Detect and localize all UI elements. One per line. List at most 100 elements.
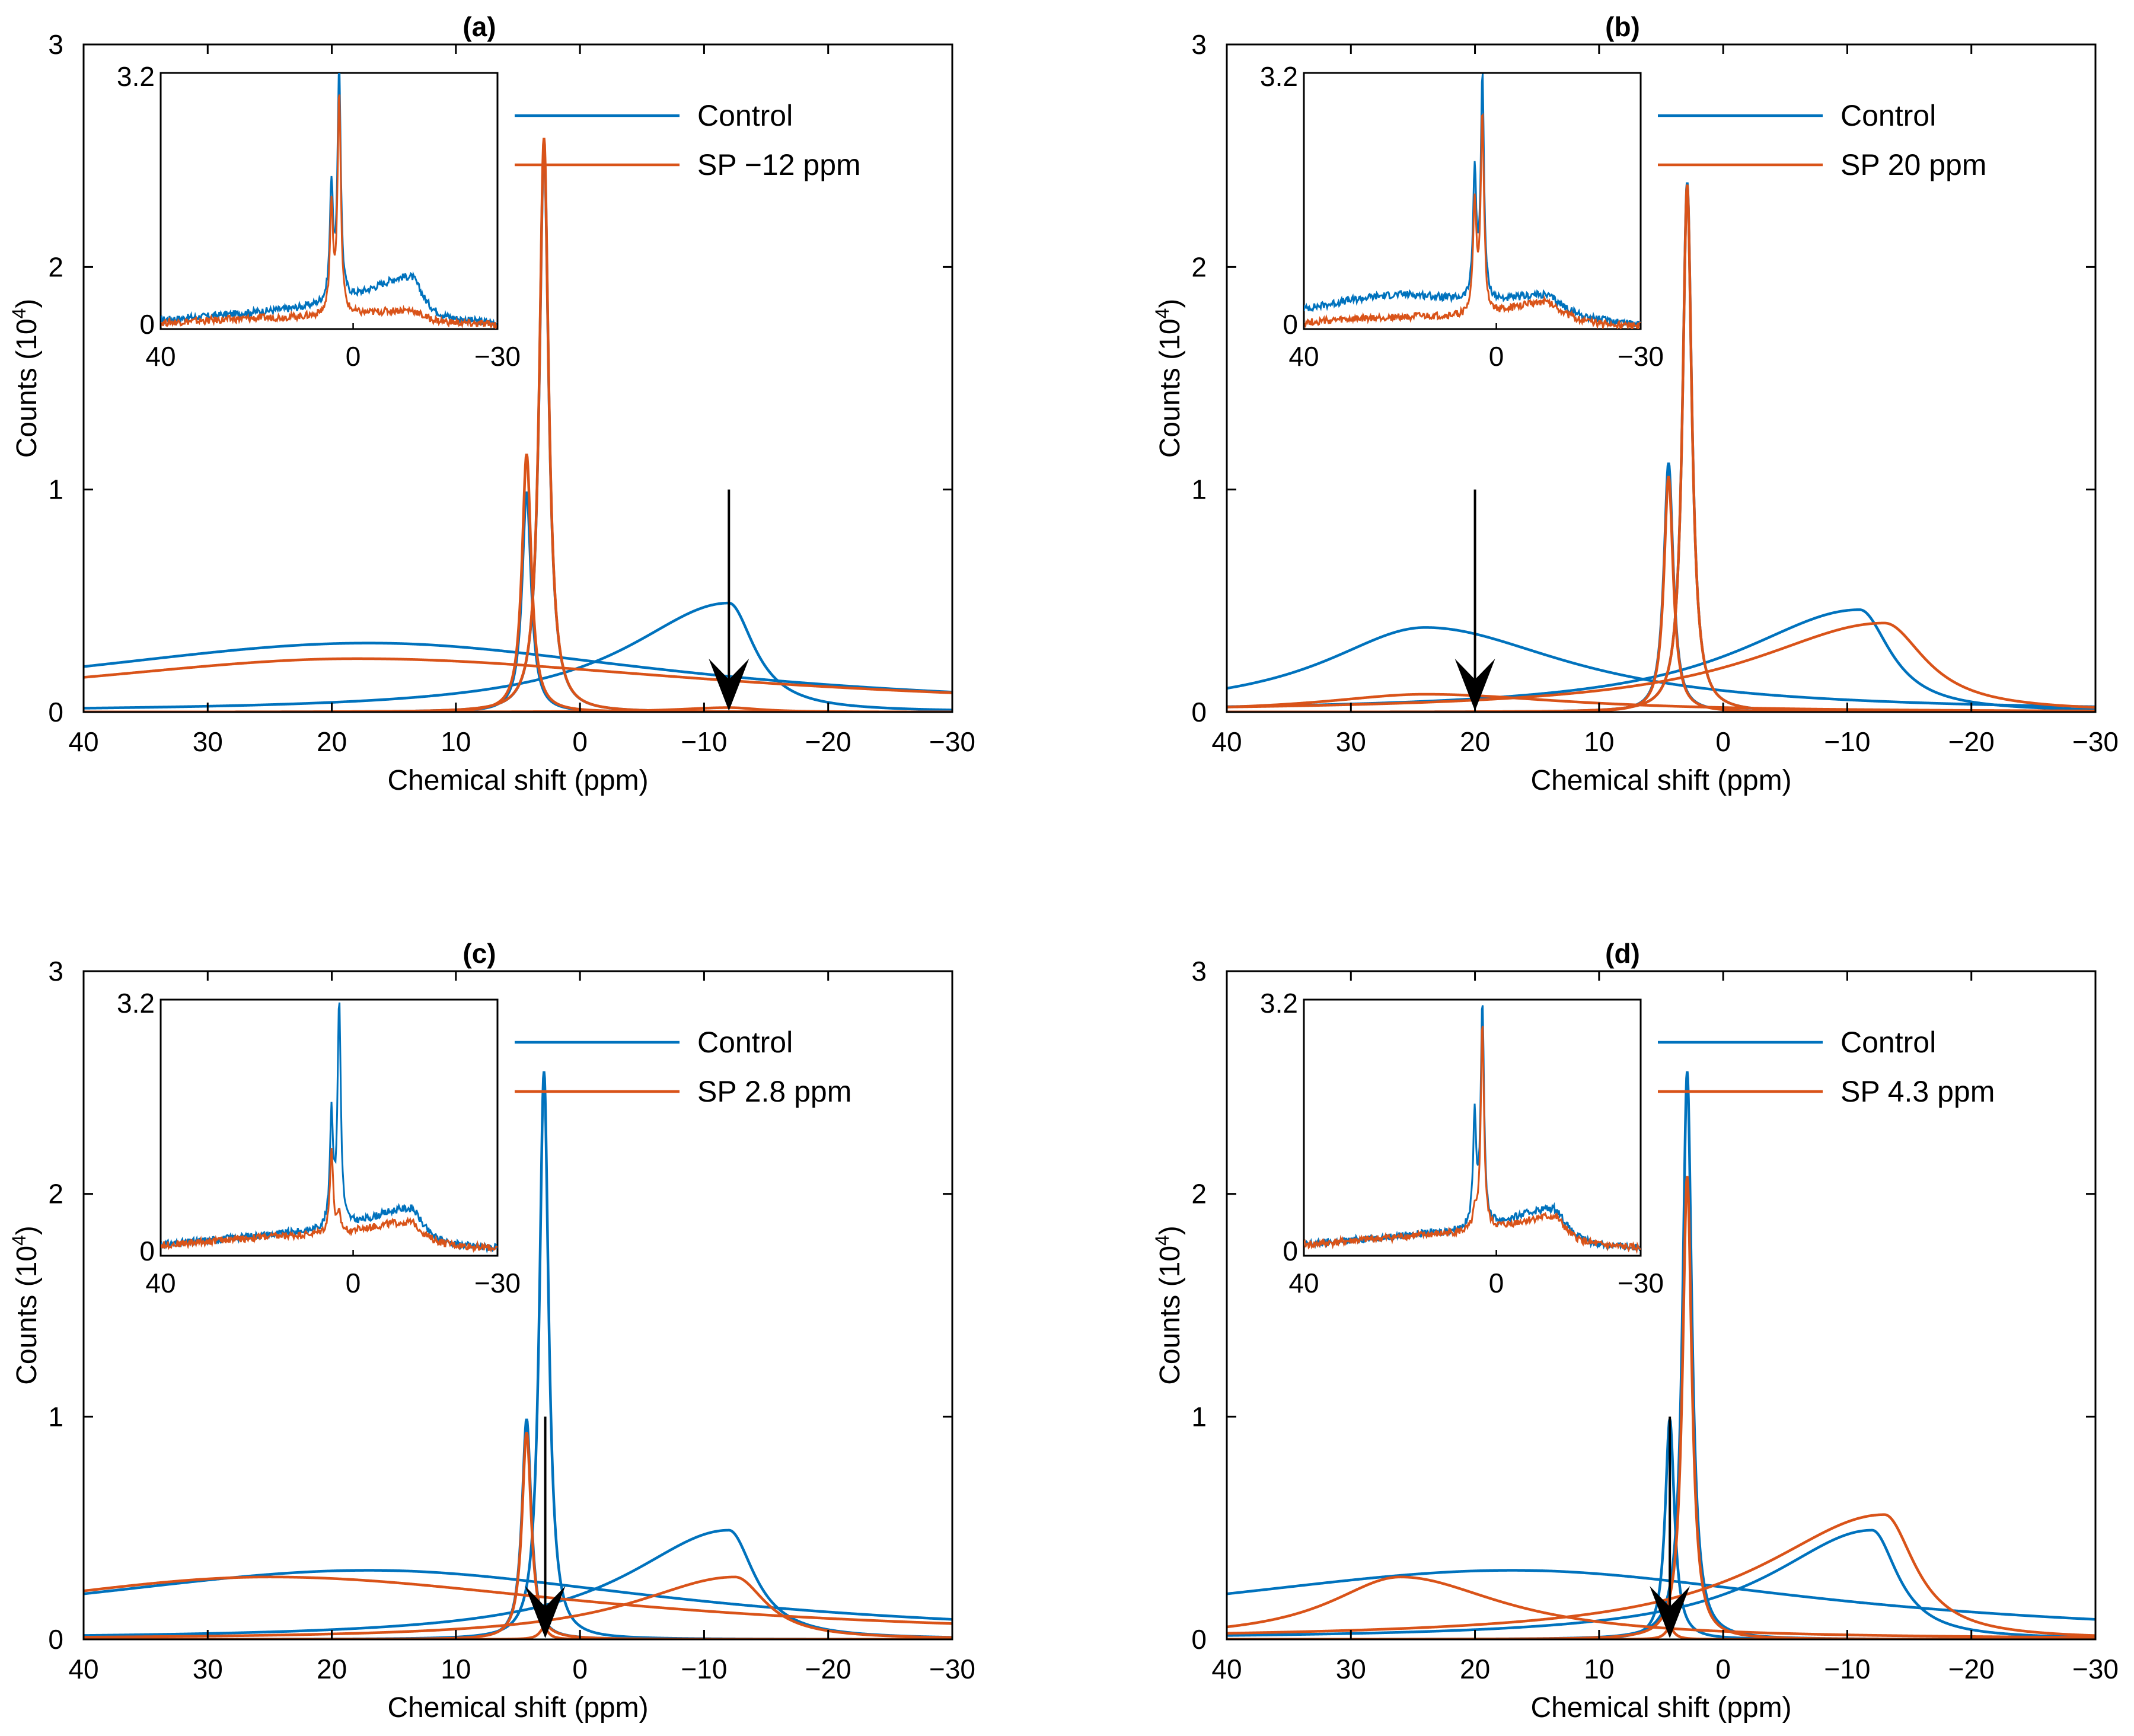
saturation-arrow — [525, 1416, 566, 1638]
sp-series-line-3 — [84, 454, 952, 712]
x-tick-label: 0 — [1715, 726, 1731, 757]
y-tick-label: 2 — [1191, 251, 1207, 282]
legend-label-1: Control — [1840, 1026, 1936, 1059]
x-tick-label: −20 — [805, 1654, 851, 1684]
y-axis-label-text: Counts (10 — [11, 318, 43, 458]
x-tick-label: 10 — [1584, 726, 1614, 757]
inset-sp-line — [161, 94, 497, 329]
y-tick-label: 0 — [1191, 1624, 1207, 1655]
y-axis-label-end: ) — [11, 1226, 43, 1235]
x-axis-label: Chemical shift (ppm) — [387, 1692, 648, 1724]
inset-curves — [161, 73, 497, 329]
x-tick-label: −20 — [805, 726, 851, 757]
inset-x-tick-label: −30 — [1618, 341, 1664, 372]
legend: Control SP 2.8 ppm — [515, 1026, 851, 1108]
x-tick-label: 40 — [68, 1654, 98, 1684]
y-axis-label-end: ) — [11, 299, 43, 308]
x-tick-label: 40 — [1211, 726, 1242, 757]
inset-curves — [1304, 1005, 1641, 1255]
legend: Control SP 20 ppm — [1658, 99, 1986, 181]
inset-sp-line — [1304, 1026, 1641, 1255]
y-tick-label: 1 — [48, 1401, 63, 1432]
inset-frame — [160, 72, 499, 330]
sp-series-line-2 — [1227, 621, 2095, 709]
sp-series-line-3 — [1227, 476, 2095, 712]
inset-curves — [161, 1002, 497, 1254]
sp-series-line-1 — [84, 657, 952, 694]
inset-y-tick-label: 0 — [1283, 309, 1298, 340]
y-tick-label: 3 — [48, 956, 63, 987]
y-axis-label-exponent: 4 — [8, 1235, 30, 1246]
y-axis-label-text: Counts (10 — [1154, 1246, 1186, 1385]
inset-frame — [1303, 72, 1642, 330]
x-tick-label: 30 — [193, 1654, 223, 1684]
saturation-arrow — [1650, 1416, 1690, 1638]
x-tick-label: −10 — [681, 1654, 727, 1684]
panel-title: (a) — [462, 11, 496, 42]
x-tick-label: 20 — [1460, 1654, 1490, 1684]
inset-y-tick-label: 0 — [1283, 1236, 1298, 1266]
inset-x-tick-label: −30 — [474, 341, 521, 372]
x-tick-label: −20 — [1948, 1654, 1995, 1684]
arrow-head — [1454, 659, 1495, 711]
sp-series-line-1 — [1227, 1575, 2095, 1639]
y-axis-label-exponent: 4 — [8, 308, 30, 319]
inset-y-tick-label: 3.2 — [117, 61, 155, 92]
y-axis-label: Counts (104) — [8, 299, 43, 458]
legend-label-2: SP −12 ppm — [697, 148, 861, 181]
inset-x-tick-label: 40 — [1288, 341, 1319, 372]
legend-label-2: SP 20 ppm — [1840, 148, 1986, 181]
y-axis-label-end: ) — [1154, 1226, 1186, 1235]
inset-y-tick-label: 0 — [139, 1236, 155, 1266]
legend: Control SP 4.3 ppm — [1658, 1026, 1995, 1108]
legend: Control SP −12 ppm — [515, 99, 861, 181]
legend-label-1: Control — [697, 1026, 793, 1059]
arrow-head — [709, 659, 749, 711]
y-tick-label: 0 — [48, 1624, 63, 1655]
inset-x-tick-label: −30 — [1618, 1268, 1664, 1298]
x-axis-label: Chemical shift (ppm) — [1530, 765, 1791, 796]
panel-title: (d) — [1605, 938, 1640, 969]
inset-x-tick-label: 40 — [145, 1268, 176, 1298]
y-tick-label: 2 — [48, 251, 63, 282]
x-tick-label: 0 — [1715, 1654, 1731, 1684]
y-axis-label-exponent: 4 — [1151, 1235, 1173, 1246]
x-tick-label: 20 — [317, 1654, 347, 1684]
inset-frame — [160, 998, 499, 1257]
inset-x-tick-label: 0 — [346, 341, 361, 372]
y-tick-label: 1 — [48, 474, 63, 505]
inset-x-tick-label: 40 — [145, 341, 176, 372]
axes-frame — [82, 970, 953, 1641]
sp-series-line-3 — [84, 1432, 952, 1639]
y-tick-label: 3 — [1191, 29, 1207, 60]
control-series-line-3 — [84, 491, 952, 712]
inset-x-tick-label: 0 — [346, 1268, 361, 1298]
x-tick-label: 30 — [1336, 726, 1366, 757]
inset-y-tick-label: 3.2 — [1260, 988, 1298, 1019]
y-tick-label: 1 — [1191, 1401, 1207, 1432]
x-tick-label: −30 — [2072, 1654, 2119, 1684]
axes-frame — [1226, 970, 2097, 1641]
x-tick-label: 30 — [193, 726, 223, 757]
y-tick-label: 2 — [1191, 1179, 1207, 1210]
control-series-line-3 — [84, 1418, 952, 1639]
x-tick-label: −10 — [1824, 1654, 1870, 1684]
x-tick-label: −30 — [929, 726, 975, 757]
control-series-line-2 — [84, 1528, 952, 1639]
inset-y-tick-label: 3.2 — [1260, 61, 1298, 92]
legend-label-1: Control — [1840, 99, 1936, 132]
x-tick-label: 0 — [572, 726, 588, 757]
x-tick-label: −30 — [929, 1654, 975, 1684]
legend-label-2: SP 4.3 ppm — [1840, 1075, 1995, 1108]
x-tick-label: −10 — [681, 726, 727, 757]
y-tick-label: 0 — [48, 697, 63, 727]
inset-sp-line — [1304, 113, 1641, 329]
sp-series-line-1 — [1227, 693, 2095, 712]
arrow-head — [1650, 1586, 1690, 1638]
